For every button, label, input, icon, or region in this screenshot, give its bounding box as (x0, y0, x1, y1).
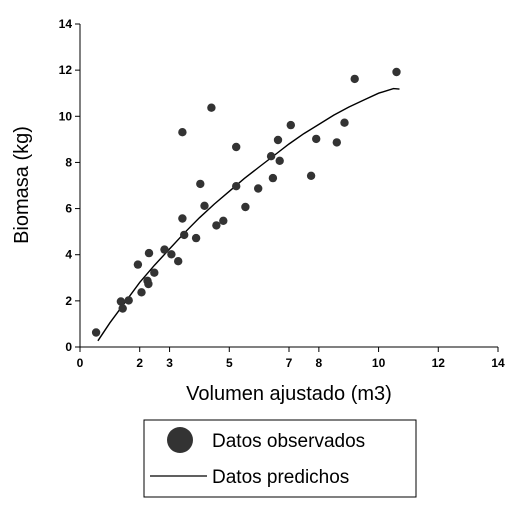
predicted-curve-layer (97, 87, 400, 342)
observed-point (241, 202, 250, 212)
x-ticks: 0 2 3 5 7 8 10 12 14 (77, 347, 505, 370)
axes (79, 24, 498, 348)
y-tick-label: 0 (65, 340, 72, 354)
observed-point (144, 279, 153, 289)
legend-label-predicted: Datos predichos (212, 467, 349, 488)
y-ticks: 0 2 4 6 8 10 12 14 (59, 17, 80, 354)
y-axis-title: Biomasa (kg) (11, 126, 33, 244)
observed-point (340, 118, 349, 127)
x-tick-label: 2 (136, 356, 143, 370)
observed-point (273, 135, 283, 145)
observed-point (124, 296, 133, 305)
observed-point (180, 230, 189, 240)
observed-point (116, 297, 126, 306)
y-tick-label: 4 (65, 248, 72, 262)
y-tick-label: 14 (59, 17, 73, 31)
observed-point (191, 233, 201, 243)
observed-point (275, 156, 284, 165)
observed-point (167, 250, 176, 259)
observed-point (196, 179, 205, 189)
observed-point (286, 120, 295, 130)
observed-point (150, 268, 159, 277)
y-tick-label: 2 (65, 294, 72, 308)
x-tick-label: 8 (316, 356, 323, 370)
observed-point (232, 182, 241, 191)
y-tick-label: 8 (65, 155, 72, 169)
observed-point (254, 184, 263, 193)
observed-point (392, 67, 401, 77)
observed-point (219, 216, 228, 225)
x-tick-label: 12 (432, 356, 446, 370)
observed-point (350, 74, 359, 84)
observed-points-layer (91, 67, 401, 337)
x-tick-label: 10 (372, 356, 386, 370)
legend: Datos observados Datos predichos (143, 419, 417, 498)
observed-point (133, 260, 143, 269)
y-tick-label: 10 (59, 109, 73, 123)
predicted-curve (97, 87, 400, 342)
observed-point (306, 171, 316, 180)
observed-point (144, 248, 154, 258)
observed-point (332, 138, 341, 147)
observed-point (212, 221, 221, 230)
observed-point (137, 288, 146, 297)
x-tick-label: 3 (166, 356, 173, 370)
legend-marker-observed (167, 427, 193, 453)
x-tick-label: 14 (491, 356, 505, 370)
y-tick-label: 6 (65, 202, 72, 216)
observed-point (312, 134, 321, 144)
observed-point (200, 201, 209, 210)
x-axis-title: Volumen ajustado (m3) (186, 383, 392, 405)
observed-point (232, 142, 241, 152)
observed-point (160, 245, 169, 254)
observed-point (268, 173, 278, 183)
observed-point (91, 328, 101, 337)
observed-point (174, 257, 183, 266)
observed-point (266, 152, 276, 161)
x-tick-label: 5 (226, 356, 233, 370)
observed-point (118, 304, 127, 313)
y-tick-label: 12 (59, 63, 73, 77)
x-tick-label: 7 (286, 356, 293, 370)
observed-point (207, 103, 216, 112)
observed-point (178, 128, 187, 137)
legend-label-observed: Datos observados (212, 431, 365, 452)
observed-point (178, 214, 187, 223)
x-tick-label: 0 (77, 356, 84, 370)
